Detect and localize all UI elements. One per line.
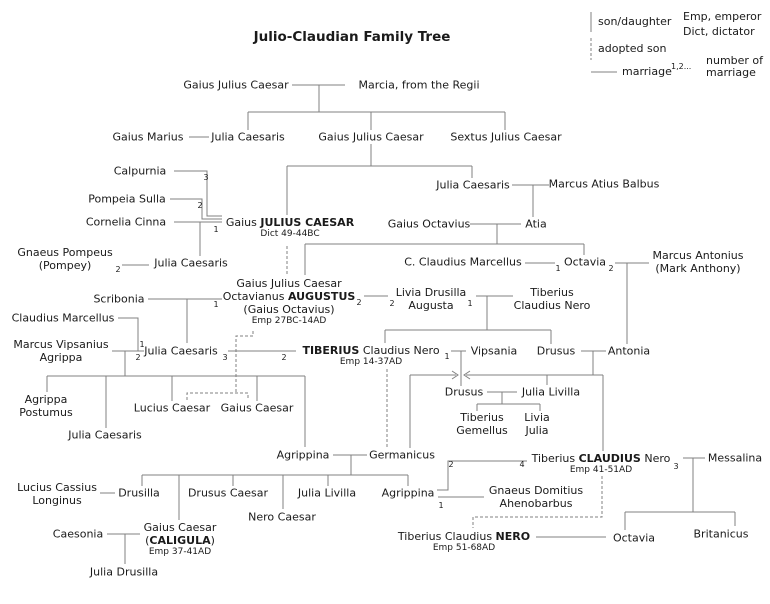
marriage-number: 3: [222, 353, 228, 362]
person-augustus: Gaius Julius Caesar Octavianus AUGUSTUS …: [222, 277, 356, 326]
legend-dict: Dict, dictator: [683, 25, 755, 38]
marriage-number: 1: [213, 300, 219, 309]
marriage-number: 1: [438, 501, 444, 510]
person-gaius-julius-caesar-1: Gaius Julius Caesar: [183, 78, 289, 92]
person-julia-livilla-1: Julia Livilla: [521, 385, 581, 399]
person-julia-caesaris-5: Julia Caesaris: [68, 428, 142, 442]
legend-number-of-marriage: number of marriage: [706, 54, 764, 79]
person-gaius-octavius: Gaius Octavius: [387, 217, 471, 231]
person-calpurnia: Calpurnia: [113, 164, 167, 178]
person-julia-caesaris-1: Julia Caesaris: [211, 130, 285, 144]
legend-marriage: marriage: [622, 65, 672, 78]
person-marcus-vipsanius-agrippa: Marcus Vipsanius Agrippa: [13, 338, 109, 364]
person-octavia-2: Octavia: [612, 531, 656, 545]
person-vipsania: Vipsania: [470, 344, 518, 358]
person-tiberius-claudius-nero-elder: Tiberius Claudius Nero: [513, 286, 591, 312]
person-atia: Atia: [525, 217, 547, 231]
person-scribonia: Scribonia: [93, 292, 145, 306]
person-claudius-marcellus: Claudius Marcellus: [11, 311, 115, 325]
person-julia-caesaris-4: Julia Caesaris: [144, 344, 218, 358]
person-gnaeus-domitius-ahenobarbus: Gnaeus Domitius Ahenobarbus: [488, 484, 584, 510]
person-claudius: Tiberius CLAUDIUS Nero Emp 41-51AD: [531, 452, 671, 475]
person-agrippina-elder: Agrippina: [276, 448, 330, 462]
person-caligula: Gaius Caesar (CALIGULA) Emp 37-41AD: [143, 521, 217, 557]
person-germanicus: Germanicus: [369, 448, 435, 462]
person-pompeia-sulla: Pompeia Sulla: [88, 192, 166, 206]
legend-emp: Emp, emperor: [683, 10, 762, 23]
person-caesonia: Caesonia: [52, 527, 104, 541]
person-drusus-elder: Drusus: [536, 344, 576, 358]
person-livia: Livia Drusilla Augusta: [395, 286, 467, 312]
person-messalina: Messalina: [707, 451, 763, 465]
person-julius-caesar: Gaius JULIUS CAESAR Dict 49-44BC: [225, 216, 355, 239]
person-octavia-1: Octavia: [563, 255, 607, 269]
person-lucius-caesar: Lucius Caesar: [133, 401, 211, 415]
person-agrippina-younger: Agrippina: [381, 486, 435, 500]
person-antonia: Antonia: [607, 344, 651, 358]
marriage-number: 2: [389, 299, 395, 308]
person-livia-julia: Livia Julia: [524, 411, 550, 437]
marriage-number: 3: [673, 462, 679, 471]
marriage-number: 2: [608, 264, 614, 273]
person-julia-caesaris-2: Julia Caesaris: [436, 178, 510, 192]
legend-adopted-son: adopted son: [598, 42, 667, 55]
person-gaius-caesar: Gaius Caesar: [220, 401, 294, 415]
person-c-claudius-marcellus: C. Claudius Marcellus: [404, 255, 522, 269]
marriage-number: 2: [115, 265, 121, 274]
person-britanicus: Britanicus: [693, 527, 749, 541]
marriage-number: 1: [213, 225, 219, 234]
marriage-number: 4: [519, 460, 525, 469]
marriage-number: 1: [467, 299, 473, 308]
person-gaius-marius: Gaius Marius: [112, 130, 184, 144]
marriage-number: 2: [135, 353, 141, 362]
person-mark-antony: Marcus Antonius (Mark Anthony): [652, 249, 744, 275]
person-julia-drusilla: Julia Drusilla: [89, 565, 159, 579]
person-gaius-julius-caesar-2: Gaius Julius Caesar: [318, 130, 424, 144]
marriage-number: 1: [555, 264, 561, 273]
person-nero: Tiberius Claudius NERO Emp 51-68AD: [397, 530, 531, 553]
marriage-number: 2: [197, 201, 203, 210]
page-title: Julio-Claudian Family Tree: [253, 29, 451, 45]
person-drusus-younger: Drusus: [444, 385, 484, 399]
person-julia-caesaris-3: Julia Caesaris: [154, 256, 228, 270]
marriage-number: 1: [444, 352, 450, 361]
person-marcus-atius-balbus: Marcus Atius Balbus: [548, 177, 660, 191]
person-drusus-caesar: Drusus Caesar: [187, 486, 269, 500]
marriage-number: 2: [356, 298, 362, 307]
marriage-number: 1: [139, 340, 145, 349]
person-tiberius-gemellus: Tiberius Gemellus: [456, 411, 508, 437]
person-marcia: Marcia, from the Regii: [358, 78, 480, 92]
person-tiberius: TIBERIUS Claudius Nero Emp 14-37AD: [302, 344, 440, 367]
person-pompey: Gnaeus Pompeus (Pompey): [17, 246, 113, 272]
marriage-number: 3: [203, 173, 209, 182]
person-lucius-cassius-longinus: Lucius Cassius Longinus: [17, 481, 97, 507]
person-agrippa-postumus: Agrippa Postumus: [19, 393, 73, 419]
person-sextus-julius-caesar: Sextus Julius Caesar: [450, 130, 562, 144]
person-julia-livilla-2: Julia Livilla: [297, 486, 357, 500]
marriage-number: 2: [448, 460, 454, 469]
marriage-number: 2: [281, 353, 287, 362]
legend-number-symbol: 1,2...: [671, 62, 692, 71]
legend-son-daughter: son/daughter: [598, 15, 672, 28]
person-cornelia-cinna: Cornelia Cinna: [85, 215, 167, 229]
person-nero-caesar: Nero Caesar: [248, 510, 316, 524]
person-drusilla: Drusilla: [118, 486, 160, 500]
